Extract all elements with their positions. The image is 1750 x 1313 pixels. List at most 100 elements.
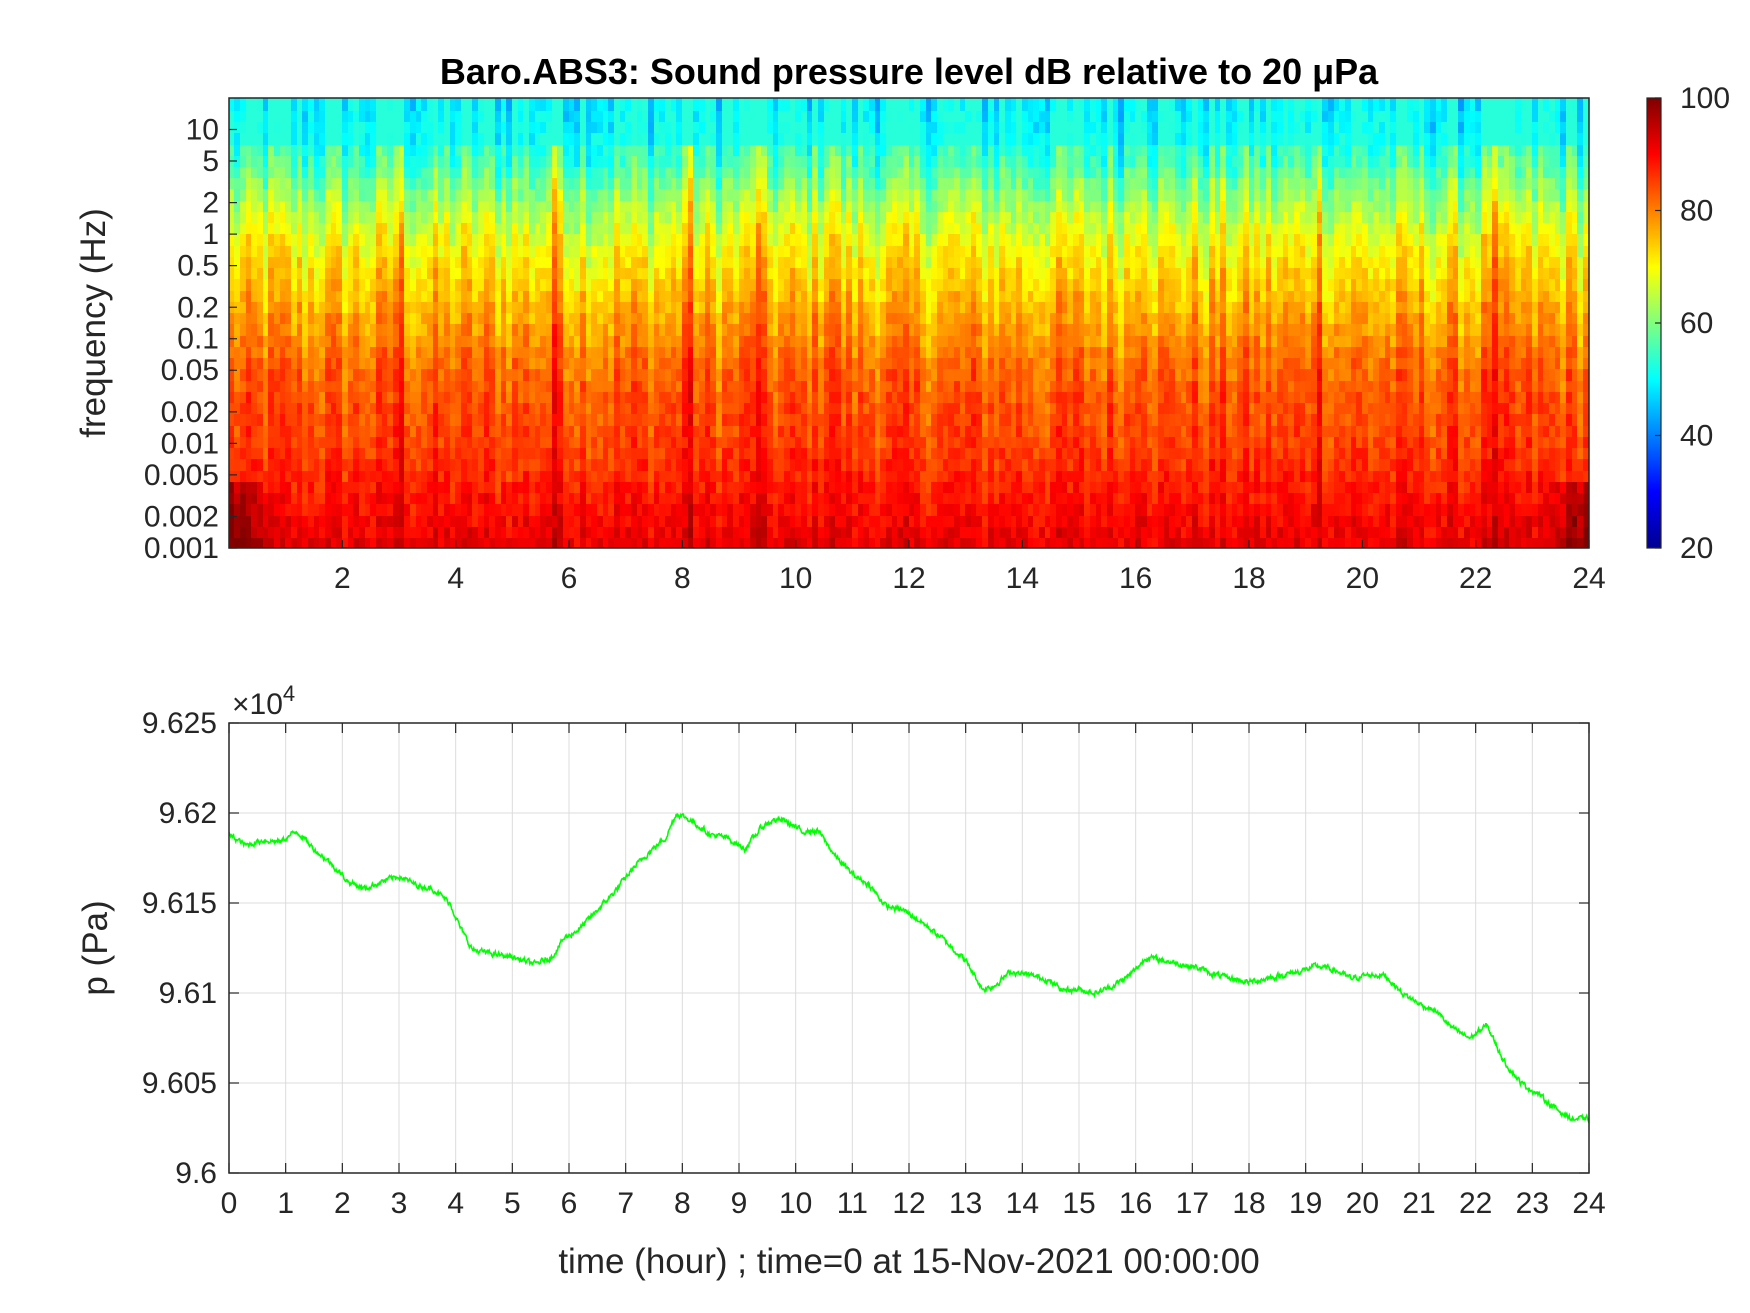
spectrogram-cell — [574, 503, 582, 516]
spectrogram-cell — [421, 266, 429, 279]
spectrogram-cell — [603, 233, 610, 246]
spectrogram-cell — [897, 131, 905, 145]
spectrogram-cell — [444, 289, 451, 302]
spectrogram-cell — [484, 390, 491, 403]
spectrogram-cell — [897, 233, 905, 246]
spectrogram-cell — [716, 143, 723, 156]
spectrogram-cell — [858, 525, 865, 538]
spectrogram-cell — [501, 435, 508, 448]
spectrogram-cell — [234, 98, 242, 111]
spectrogram-cell — [846, 98, 854, 111]
spectrogram-cell — [257, 300, 264, 313]
spectrogram-cell — [552, 255, 559, 268]
spectrogram-cell — [246, 446, 253, 459]
spectrogram-cell — [229, 255, 236, 268]
spectrogram-cell — [846, 165, 854, 178]
spectrogram-cell — [387, 165, 395, 178]
spectrogram-cell — [676, 109, 684, 122]
spectrogram-cell — [506, 120, 514, 133]
spectrogram-cell — [824, 356, 831, 369]
spectrogram-cell — [489, 323, 497, 336]
spectrogram-cell — [880, 334, 888, 347]
spectrogram-cell — [931, 210, 939, 223]
spectrogram-cell — [489, 356, 497, 369]
spectrogram-cell — [591, 323, 599, 336]
spectrogram-cell — [331, 176, 338, 189]
spectrogram-cell — [897, 413, 905, 426]
spectrogram-cell — [512, 289, 519, 302]
spectrogram-cell — [365, 401, 372, 414]
spectrogram-cell — [909, 221, 916, 234]
spectrogram-cell — [251, 233, 259, 246]
spectrogram-cell — [863, 446, 871, 459]
spectrogram-cell — [790, 311, 797, 324]
spectrogram-cell — [450, 289, 457, 302]
spectrogram-cell — [478, 424, 485, 437]
spectrogram-cell — [506, 98, 514, 111]
spectrogram-cell — [603, 536, 610, 548]
spectrogram-cell — [336, 446, 344, 459]
spectrogram-cell — [903, 131, 910, 145]
spectrogram-cell — [387, 210, 395, 223]
spectrogram-cell — [501, 469, 508, 482]
spectrogram-cell — [370, 199, 378, 212]
spectrogram-cell — [302, 98, 310, 111]
spectrogram-cell — [858, 233, 865, 246]
spectrogram-cell — [846, 334, 854, 347]
spectrogram-cell — [234, 446, 242, 459]
spectrogram-cell — [257, 368, 264, 381]
spectrogram-cell — [880, 435, 888, 448]
spectrogram-cell — [676, 345, 684, 358]
spectrogram-cell — [467, 143, 474, 156]
spectrogram-cell — [846, 525, 854, 538]
spectrogram-cell — [569, 244, 576, 257]
spectrogram-cell — [710, 446, 718, 459]
spectrogram-cell — [597, 300, 604, 313]
spectrogram-cell — [688, 300, 695, 313]
spectrogram-cell — [523, 311, 531, 324]
spectrogram-cell — [257, 188, 264, 201]
spectrogram-cell — [450, 356, 457, 369]
spectrogram-cell — [892, 435, 899, 448]
spectrogram-cell — [540, 435, 548, 448]
spectrogram-cell — [909, 480, 916, 493]
spectrogram-cell — [722, 233, 729, 246]
spectrogram-cell — [926, 210, 933, 223]
spectrogram-cell — [829, 514, 837, 527]
spectrogram-cell — [807, 188, 814, 201]
spectrogram-cell — [603, 154, 610, 167]
spectrogram-cell — [506, 188, 514, 201]
spectrogram-cell — [676, 435, 684, 448]
spectrogram-cell — [846, 289, 854, 302]
spectrogram-cell — [716, 176, 723, 189]
spectrogram-cell — [370, 446, 378, 459]
spectrogram-cell — [654, 199, 661, 212]
spectrogram-cell — [257, 356, 264, 369]
spectrogram-cell — [382, 390, 389, 403]
spectrogram-cell — [801, 413, 808, 426]
spectrogram-cell — [370, 491, 378, 504]
spectrogram-cell — [869, 390, 876, 403]
spectrogram-cell — [784, 356, 791, 369]
spectrogram-cell — [251, 503, 259, 516]
spectrogram-cell — [665, 289, 672, 302]
spectrogram-cell — [631, 221, 638, 234]
spectrogram-cell — [722, 120, 729, 133]
spectrogram-cell — [438, 514, 446, 527]
spectrogram-cell — [875, 233, 882, 246]
spectrogram-cell — [280, 188, 287, 201]
spectrogram-cell — [756, 98, 763, 111]
spectrogram-cell — [523, 503, 531, 516]
spectrogram-cell — [297, 176, 304, 189]
spectrogram-cell — [285, 536, 293, 548]
spectrogram-cell — [620, 368, 627, 381]
spectrogram-cell — [251, 199, 259, 212]
spectrogram-cell — [319, 435, 327, 448]
spectrogram-cell — [852, 356, 859, 369]
spectrogram-cell — [750, 469, 757, 482]
spectrogram-cell — [518, 176, 525, 189]
spectrogram-cell — [370, 311, 378, 324]
spectrogram-cell — [693, 345, 701, 358]
spectrogram-cell — [574, 289, 582, 302]
spectrogram-cell — [393, 98, 400, 111]
